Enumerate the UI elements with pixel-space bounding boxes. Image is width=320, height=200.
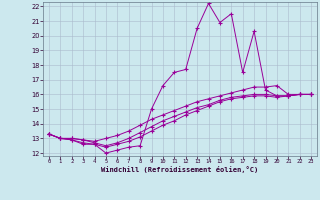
- X-axis label: Windchill (Refroidissement éolien,°C): Windchill (Refroidissement éolien,°C): [101, 166, 259, 173]
